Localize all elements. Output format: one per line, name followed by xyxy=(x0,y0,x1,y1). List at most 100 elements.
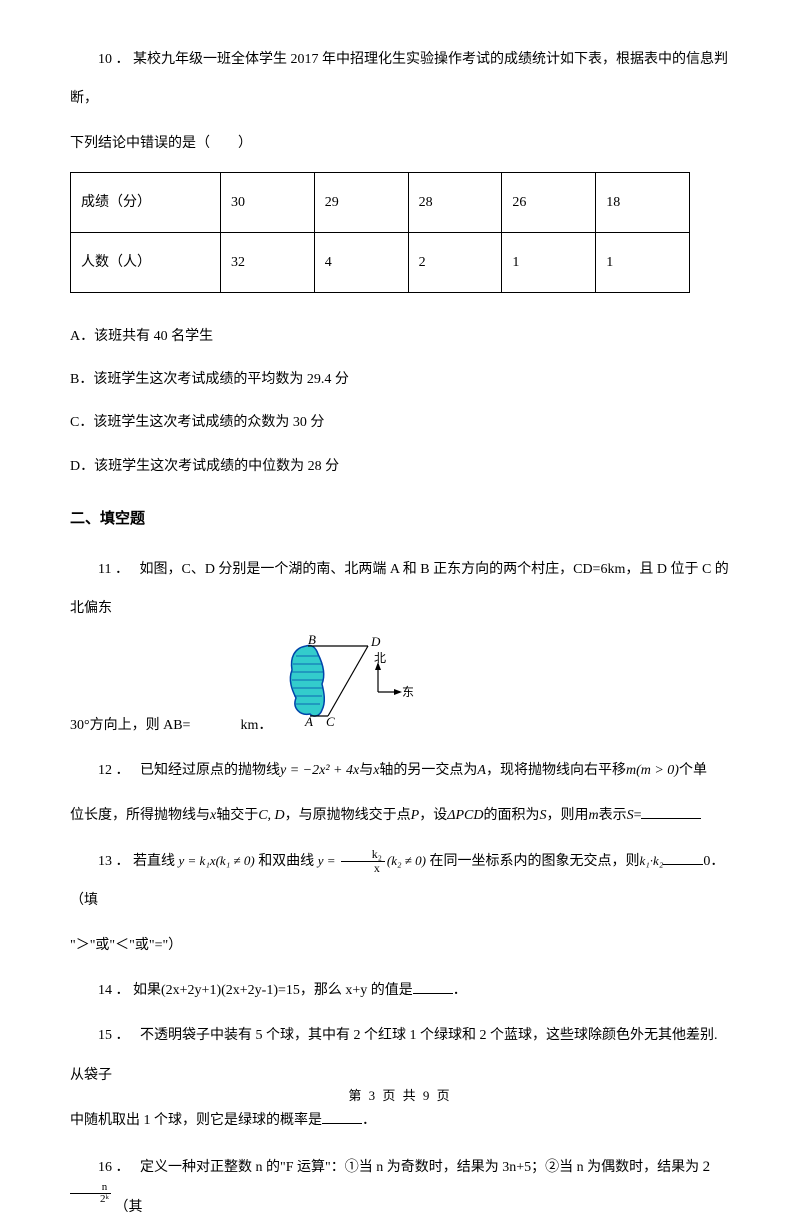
blank xyxy=(641,805,701,819)
label-B: B xyxy=(308,634,316,647)
opt-c-text: 该班学生这次考试成绩的众数为 30 分 xyxy=(93,415,324,430)
q15-number: 15 xyxy=(98,1028,112,1043)
table-row: 人数（人） 32 4 2 1 1 xyxy=(71,232,690,292)
cell: 成绩（分） xyxy=(71,172,221,232)
t: m xyxy=(588,808,598,823)
q11-suffix: km． xyxy=(240,706,272,745)
q15-text1: 不透明袋子中装有 5 个球，其中有 2 个红球 1 个绿球和 2 个蓝球，这些球… xyxy=(70,1028,718,1082)
cell: 人数（人） xyxy=(71,232,221,292)
q12-expr: y = −2x² + 4x xyxy=(280,763,359,778)
q13-line-expr: y = k₁x(k₁ ≠ 0) xyxy=(179,853,255,868)
q10-stem-line1: 10 ． 某校九年级一班全体学生 2017 年中招理化生实验操作考试的成绩统计如… xyxy=(70,40,730,118)
t: 与 xyxy=(359,763,373,778)
cell: 32 xyxy=(221,232,315,292)
q16: 16 ． 定义一种对正整数 n 的"F 运算"：①当 n 为奇数时，结果为 3n… xyxy=(70,1146,730,1227)
t: ． xyxy=(453,983,467,998)
t: 若直线 xyxy=(133,854,175,869)
t: = xyxy=(634,808,642,823)
table-row: 成绩（分） 30 29 28 26 18 xyxy=(71,172,690,232)
t: S xyxy=(627,808,634,823)
t: ，与原抛物线交于点 xyxy=(285,808,411,823)
section-2-title: 二、填空题 xyxy=(70,498,730,540)
q13-line1: 13 ． 若直线 y = k₁x(k₁ ≠ 0) 和双曲线 y = k₂x(k₂… xyxy=(70,842,730,920)
q10-stem-a: 某校九年级一班全体学生 2017 年中招理化生实验操作考试的成绩统计如下表，根据… xyxy=(70,52,728,106)
q12-pre: 已知经过原点的抛物线 xyxy=(140,763,280,778)
q11-line1: 11 ． 如图，C、D 分别是一个湖的南、北两端 A 和 B 正东方向的两个村庄… xyxy=(70,550,730,628)
q13-line2: "＞"或"＜"或"="） xyxy=(70,926,730,965)
cell: 1 xyxy=(596,232,690,292)
q10-stem-line2: 下列结论中错误的是（ ） xyxy=(70,124,730,163)
den: 2ᵏ xyxy=(70,1194,111,1205)
opt-b-text: 该班学生这次考试成绩的平均数为 29.4 分 xyxy=(93,372,349,387)
t: 在同一坐标系内的图象无交点，则 xyxy=(430,854,640,869)
q12-line1: 12 ． 已知经过原点的抛物线y = −2x² + 4x与x轴的另一交点为A，现… xyxy=(70,751,730,790)
t: （其 xyxy=(114,1200,142,1215)
t: ，现将抛物线向右平移 xyxy=(486,763,626,778)
fraction: k₂x xyxy=(339,848,387,874)
q10-option-b: B．该班学生这次考试成绩的平均数为 29.4 分 xyxy=(70,360,730,399)
q12-line2: 位长度，所得抛物线与x轴交于C, D，与原抛物线交于点P，设ΔPCD的面积为S，… xyxy=(70,796,730,835)
q10-table: 成绩（分） 30 29 28 26 18 人数（人） 32 4 2 1 1 xyxy=(70,172,690,293)
q11-number: 11 xyxy=(98,562,111,577)
t: 个单 xyxy=(679,763,707,778)
t: ． xyxy=(362,1113,376,1128)
t: 轴的另一交点为 xyxy=(379,763,477,778)
t: 轴交于 xyxy=(216,808,258,823)
cell: 29 xyxy=(314,172,408,232)
label-C: C xyxy=(326,714,335,729)
q11-line2: 30°方向上，则 AB= km． B D A C 北 东 xyxy=(70,634,730,745)
opt-d-text: 该班学生这次考试成绩的中位数为 28 分 xyxy=(94,459,339,474)
q10-option-c: C．该班学生这次考试成绩的众数为 30 分 xyxy=(70,403,730,442)
label-A: A xyxy=(304,714,313,729)
blank xyxy=(663,851,703,865)
opt-a-text: 该班共有 40 名学生 xyxy=(94,329,213,344)
q16-base: 2 xyxy=(703,1159,711,1175)
t: 位长度，所得抛物线与 xyxy=(70,808,210,823)
label-D: D xyxy=(370,634,381,649)
t: A xyxy=(477,763,486,778)
t: 表示 xyxy=(599,808,627,823)
t: (k₂ ≠ 0) xyxy=(387,853,426,868)
label-north: 北 xyxy=(374,651,386,665)
label-east: 东 xyxy=(402,685,414,699)
q14-number: 14 xyxy=(98,983,112,998)
t: 的面积为 xyxy=(483,808,539,823)
t: C, D xyxy=(258,808,284,823)
q10-number: 10 xyxy=(98,52,112,67)
t: ΔPCD xyxy=(447,808,483,823)
q16-text: 定义一种对正整数 n 的"F 运算"：①当 n 为奇数时，结果为 3n+5；②当… xyxy=(140,1160,699,1175)
page-total: 9 xyxy=(423,1088,432,1103)
page-current: 3 xyxy=(369,1088,378,1103)
lake-diagram: B D A C 北 东 xyxy=(278,634,428,745)
q16-number: 16 xyxy=(98,1160,112,1175)
q13-number: 13 xyxy=(98,854,112,869)
q14-text: 如果(2x+2y+1)(2x+2y-1)=15，那么 x+y 的值是 xyxy=(133,983,413,998)
t: 和双曲线 xyxy=(258,854,314,869)
q15-text2: 中随机取出 1 个球，则它是绿球的概率是 xyxy=(70,1113,322,1128)
t: ，则用 xyxy=(546,808,588,823)
q12-number: 12 xyxy=(98,763,112,778)
num: n xyxy=(70,1182,111,1194)
cell: 18 xyxy=(596,172,690,232)
den: x xyxy=(341,862,385,875)
q10-option-d: D．该班学生这次考试成绩的中位数为 28 分 xyxy=(70,447,730,486)
q16-exponent: n2ᵏ xyxy=(70,1182,111,1205)
t: k₁·k₂ xyxy=(640,853,664,868)
page-footer: 第 3 页 共 9 页 xyxy=(0,1078,800,1114)
cell: 26 xyxy=(502,172,596,232)
q11-text1: 如图，C、D 分别是一个湖的南、北两端 A 和 B 正东方向的两个村庄，CD=6… xyxy=(70,562,729,616)
cell: 30 xyxy=(221,172,315,232)
cell: 4 xyxy=(314,232,408,292)
t: P xyxy=(411,808,420,823)
t: ，设 xyxy=(419,808,447,823)
blank xyxy=(413,980,453,994)
q14: 14 ． 如果(2x+2y+1)(2x+2y-1)=15，那么 x+y 的值是． xyxy=(70,971,730,1010)
q13-hyp: y = xyxy=(318,853,339,868)
cell: 1 xyxy=(502,232,596,292)
cell: 28 xyxy=(408,172,502,232)
cell: 2 xyxy=(408,232,502,292)
t: m(m > 0) xyxy=(626,763,679,778)
num: k₂ xyxy=(341,848,385,862)
q10-option-a: A．该班共有 40 名学生 xyxy=(70,317,730,356)
q11-prefix: 30°方向上，则 AB= xyxy=(70,706,190,745)
